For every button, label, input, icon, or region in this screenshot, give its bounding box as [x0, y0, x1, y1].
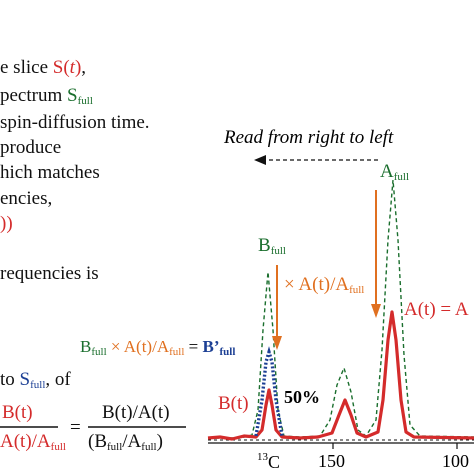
text-line-3: spin-diffusion time.: [0, 112, 150, 133]
label-times-ratio: × A(t)/Afull: [284, 274, 365, 296]
text-line-2: pectrum Sfull: [0, 86, 93, 107]
text-line-6: encies,: [0, 188, 53, 209]
eq-b-full: Bfull: [80, 337, 107, 358]
label-percent: 50%: [284, 387, 320, 407]
spectrum-symbol: Sfull: [67, 85, 93, 107]
label-b-full: Bfull: [258, 235, 286, 257]
label-b-t: B(t): [218, 393, 249, 414]
text-line-9-end: , of: [45, 369, 71, 390]
label-a-full: Afull: [380, 161, 410, 183]
eq-equals: =: [184, 337, 203, 356]
text-line-9: to Sfull, of: [0, 370, 71, 391]
text-line-1-start: e slice: [0, 57, 53, 78]
x-axis-label: 13C: [257, 451, 281, 472]
x-tick-label-100: 100: [442, 451, 469, 471]
label-a-t: A(t) = A: [404, 299, 469, 320]
fraction-right-numerator: B(t)/A(t): [102, 402, 170, 423]
arrow-b-head: [272, 336, 282, 350]
text-line-9-start: to: [0, 369, 20, 390]
text-line-7: )): [0, 213, 13, 234]
slice-symbol: S(t): [52, 57, 82, 78]
eq-b-prime: B’full: [202, 337, 236, 358]
fraction-equals: =: [70, 417, 81, 438]
text-line-2-start: pectrum: [0, 85, 68, 106]
text-line-4: produce: [0, 137, 62, 158]
text-line-8: requencies is: [0, 263, 99, 284]
slice-spectrum-curve: [207, 310, 474, 441]
fraction-left-numerator: B(t): [2, 402, 33, 423]
arrow-a-head: [371, 304, 381, 318]
sfull-symbol: Sfull: [19, 369, 46, 391]
text-line-5: hich matches: [0, 162, 100, 183]
direction-arrow-head: [254, 155, 266, 165]
text-line-1: e slice S(t),: [0, 58, 86, 77]
fraction-right-denominator: (Bfull/Afull): [88, 431, 163, 453]
label-equation: Bfull × A(t)/Afull = B’full: [80, 338, 235, 358]
direction-caption: Read from right to left: [224, 127, 394, 148]
fraction-left-denominator: A(t)/Afull: [0, 431, 66, 453]
text-line-1-end: ,: [81, 57, 87, 78]
scaled-b-curve: [254, 346, 284, 437]
eq-ratio: × A(t)/Afull: [106, 337, 185, 358]
x-tick-label-150: 150: [318, 451, 345, 471]
